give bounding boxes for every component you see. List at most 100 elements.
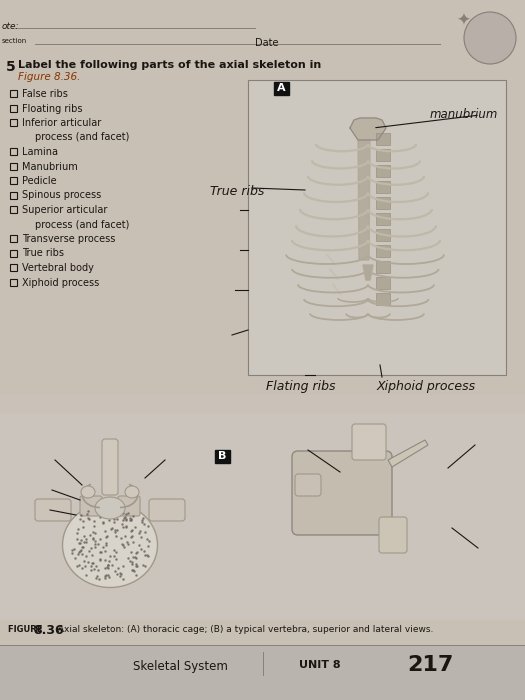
Point — [90, 515, 99, 526]
Point — [112, 553, 121, 564]
Text: False ribs: False ribs — [22, 89, 68, 99]
Point — [78, 549, 87, 560]
Point — [73, 533, 81, 545]
Ellipse shape — [62, 503, 158, 587]
Circle shape — [464, 12, 516, 64]
Point — [96, 533, 104, 545]
Point — [88, 558, 97, 569]
Point — [98, 517, 107, 528]
Text: Lamina: Lamina — [22, 147, 58, 157]
Point — [106, 550, 114, 561]
Text: 8.36: 8.36 — [33, 624, 64, 637]
Point — [144, 521, 152, 532]
Point — [81, 569, 90, 580]
Bar — [215, 450, 230, 463]
Bar — [376, 293, 390, 305]
Point — [74, 549, 82, 560]
Point — [127, 514, 135, 526]
Polygon shape — [363, 265, 373, 280]
Point — [127, 531, 135, 542]
Text: section: section — [2, 38, 27, 44]
Point — [96, 546, 104, 557]
Point — [80, 536, 89, 547]
Point — [101, 563, 109, 574]
Point — [93, 565, 102, 576]
Point — [123, 552, 132, 564]
FancyBboxPatch shape — [118, 496, 140, 516]
FancyBboxPatch shape — [35, 499, 71, 521]
FancyBboxPatch shape — [80, 496, 102, 516]
Point — [110, 550, 119, 561]
Point — [82, 533, 90, 545]
Bar — [376, 277, 390, 289]
Point — [102, 531, 110, 542]
Point — [143, 533, 152, 545]
Bar — [376, 261, 390, 273]
Bar — [10, 192, 17, 199]
Point — [78, 563, 87, 574]
Bar — [0, 645, 525, 700]
Point — [77, 509, 86, 520]
Point — [141, 561, 149, 572]
Text: 5: 5 — [6, 60, 16, 74]
Point — [130, 552, 139, 563]
FancyBboxPatch shape — [379, 517, 407, 553]
Point — [141, 526, 149, 538]
Point — [132, 561, 140, 572]
Point — [110, 545, 119, 556]
Point — [73, 561, 81, 572]
Point — [103, 559, 112, 570]
Ellipse shape — [95, 497, 125, 519]
Point — [127, 526, 135, 537]
Point — [129, 552, 137, 563]
Point — [122, 514, 130, 525]
Point — [132, 547, 141, 558]
Point — [134, 540, 143, 551]
Point — [140, 519, 148, 530]
Point — [106, 512, 114, 523]
Point — [117, 532, 125, 543]
Point — [88, 550, 96, 561]
Text: 217: 217 — [407, 655, 453, 675]
Point — [120, 512, 129, 523]
Point — [118, 538, 126, 550]
Point — [87, 564, 95, 575]
Point — [102, 538, 111, 549]
Point — [101, 554, 110, 566]
Point — [103, 506, 111, 517]
Bar — [274, 82, 289, 95]
Polygon shape — [302, 457, 388, 533]
Point — [119, 512, 128, 523]
Point — [75, 537, 83, 548]
Point — [84, 505, 92, 517]
Point — [91, 528, 100, 539]
Bar — [10, 249, 17, 256]
Point — [132, 560, 141, 571]
Point — [90, 521, 99, 532]
Text: manubrium: manubrium — [430, 108, 498, 121]
Point — [101, 569, 110, 580]
Text: ✦: ✦ — [456, 12, 470, 30]
Text: A: A — [277, 83, 286, 93]
Text: Vertebral body: Vertebral body — [22, 263, 94, 273]
Point — [111, 526, 119, 538]
Point — [131, 521, 139, 532]
Point — [96, 511, 104, 522]
Point — [99, 542, 108, 553]
Point — [132, 552, 141, 564]
Text: Axial skeleton: (A) thoracic cage; (B) a typical vertebra, superior and lateral : Axial skeleton: (A) thoracic cage; (B) a… — [55, 625, 433, 634]
Point — [101, 570, 109, 581]
Point — [85, 513, 93, 524]
Bar — [10, 177, 17, 184]
Point — [120, 541, 128, 552]
Point — [121, 508, 130, 519]
Point — [127, 514, 135, 525]
Text: Inferior articular: Inferior articular — [22, 118, 101, 128]
Point — [96, 554, 104, 566]
Point — [68, 547, 76, 559]
Point — [114, 562, 122, 573]
Text: Manubrium: Manubrium — [22, 162, 78, 172]
Text: Transverse process: Transverse process — [22, 234, 115, 244]
Text: Flating ribs: Flating ribs — [266, 380, 335, 393]
Point — [128, 556, 136, 568]
